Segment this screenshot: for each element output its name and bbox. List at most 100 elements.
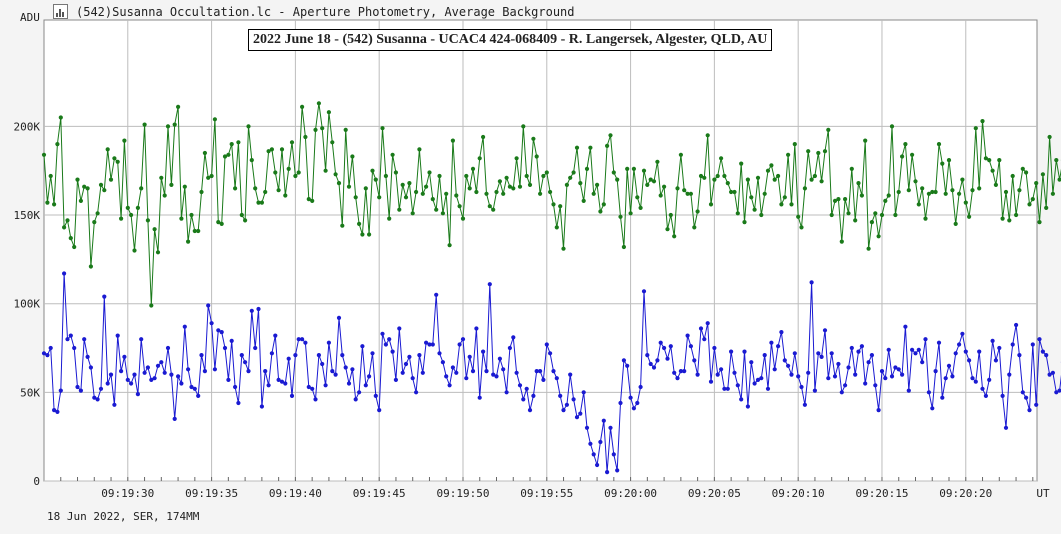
data-point — [450, 138, 455, 143]
data-point — [460, 216, 466, 221]
data-point — [806, 149, 811, 154]
data-point — [129, 381, 134, 386]
data-point — [1044, 353, 1049, 358]
data-point — [222, 345, 228, 351]
data-point — [387, 216, 392, 221]
data-point — [779, 202, 784, 207]
data-point — [648, 361, 653, 367]
x-tick-label: 09:19:45 — [353, 487, 406, 500]
data-point — [350, 367, 355, 372]
data-point — [849, 166, 854, 171]
data-point — [122, 354, 127, 359]
data-point — [326, 340, 331, 345]
data-point — [970, 188, 975, 193]
data-point — [430, 197, 435, 202]
data-point — [105, 147, 110, 152]
data-point — [611, 170, 616, 175]
data-point — [933, 369, 938, 374]
data-point — [236, 400, 241, 406]
data-point — [859, 344, 865, 349]
data-point — [735, 383, 740, 388]
data-point — [755, 377, 761, 382]
data-point — [708, 202, 714, 207]
data-point — [98, 182, 104, 187]
data-point — [514, 156, 519, 161]
data-point — [1024, 395, 1029, 400]
data-point — [531, 393, 536, 398]
data-point — [85, 354, 90, 359]
data-point — [514, 370, 519, 375]
data-point — [263, 369, 268, 374]
data-point — [149, 303, 154, 308]
data-point — [588, 441, 593, 446]
data-point — [1007, 218, 1012, 223]
data-point — [310, 386, 315, 391]
data-point — [997, 345, 1002, 351]
data-point — [363, 186, 368, 191]
data-point — [645, 182, 650, 187]
data-point — [692, 225, 697, 230]
data-point — [266, 149, 271, 154]
data-point — [792, 351, 797, 356]
data-point — [159, 360, 164, 365]
data-point — [779, 330, 784, 335]
data-point — [886, 193, 891, 198]
data-point — [176, 104, 181, 109]
data-point — [447, 383, 452, 388]
data-point — [85, 186, 90, 191]
data-point — [360, 232, 365, 237]
data-point — [658, 193, 663, 198]
data-point — [672, 370, 677, 375]
data-point — [631, 166, 637, 171]
data-point — [792, 142, 797, 147]
data-point — [752, 207, 757, 212]
data-point — [403, 361, 409, 367]
data-point — [182, 184, 187, 189]
data-point — [568, 372, 573, 377]
data-point — [243, 218, 248, 223]
data-point — [414, 390, 419, 395]
data-point — [588, 145, 593, 150]
data-point — [333, 172, 338, 177]
data-point — [189, 384, 194, 390]
data-point — [169, 182, 174, 187]
data-point — [953, 221, 958, 226]
data-point — [517, 184, 523, 189]
data-point — [725, 181, 730, 186]
data-point — [581, 198, 586, 203]
data-point — [759, 212, 764, 218]
data-point — [229, 338, 234, 343]
data-point — [628, 211, 633, 216]
data-point — [457, 342, 462, 347]
data-point — [444, 374, 449, 379]
data-point — [983, 393, 989, 398]
data-point — [621, 358, 627, 363]
data-point — [75, 384, 80, 390]
data-point — [712, 177, 717, 182]
data-point — [940, 395, 945, 400]
data-point — [454, 193, 459, 198]
data-point — [115, 159, 120, 164]
data-point — [115, 333, 120, 338]
data-point — [554, 376, 559, 381]
data-point — [675, 186, 680, 191]
data-point — [152, 376, 157, 381]
data-point — [269, 147, 274, 152]
data-point — [672, 234, 677, 239]
data-point — [876, 234, 881, 239]
data-point — [544, 342, 549, 347]
data-point — [48, 173, 53, 179]
data-point — [977, 349, 982, 354]
data-point — [196, 228, 201, 234]
data-point — [963, 349, 968, 354]
data-point — [253, 345, 258, 351]
data-point — [678, 152, 684, 157]
data-point — [383, 342, 388, 347]
data-point — [434, 292, 439, 297]
data-point — [886, 347, 891, 352]
data-point — [340, 353, 345, 358]
data-point — [705, 133, 710, 138]
data-point — [997, 158, 1002, 163]
data-point — [521, 124, 526, 129]
data-point — [595, 462, 600, 468]
